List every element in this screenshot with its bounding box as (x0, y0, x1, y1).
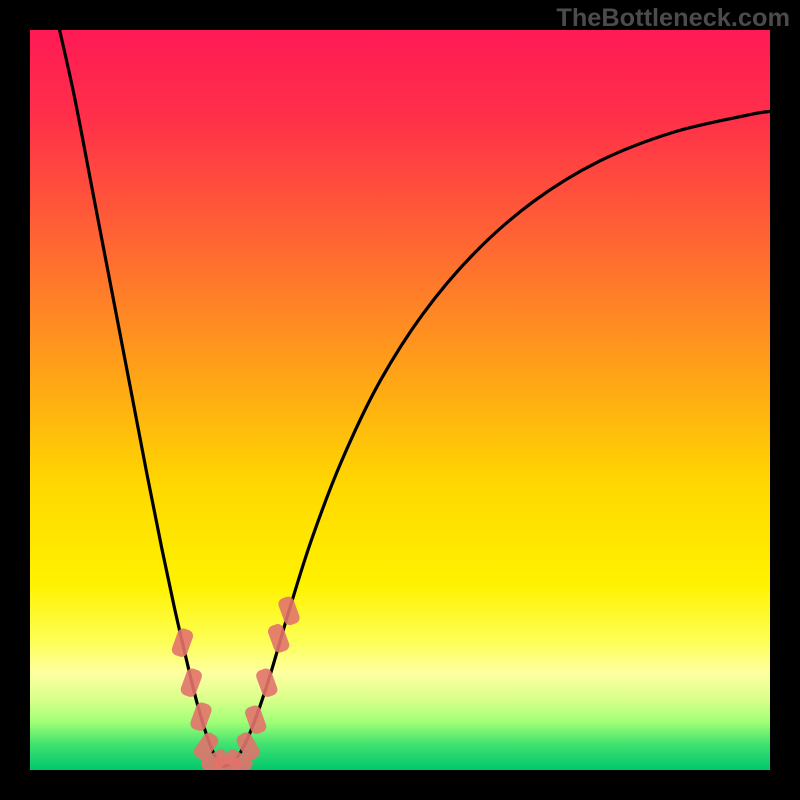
bottleneck-chart-svg (0, 0, 800, 800)
plot-background (30, 30, 770, 770)
chart-frame: TheBottleneck.com (0, 0, 800, 800)
